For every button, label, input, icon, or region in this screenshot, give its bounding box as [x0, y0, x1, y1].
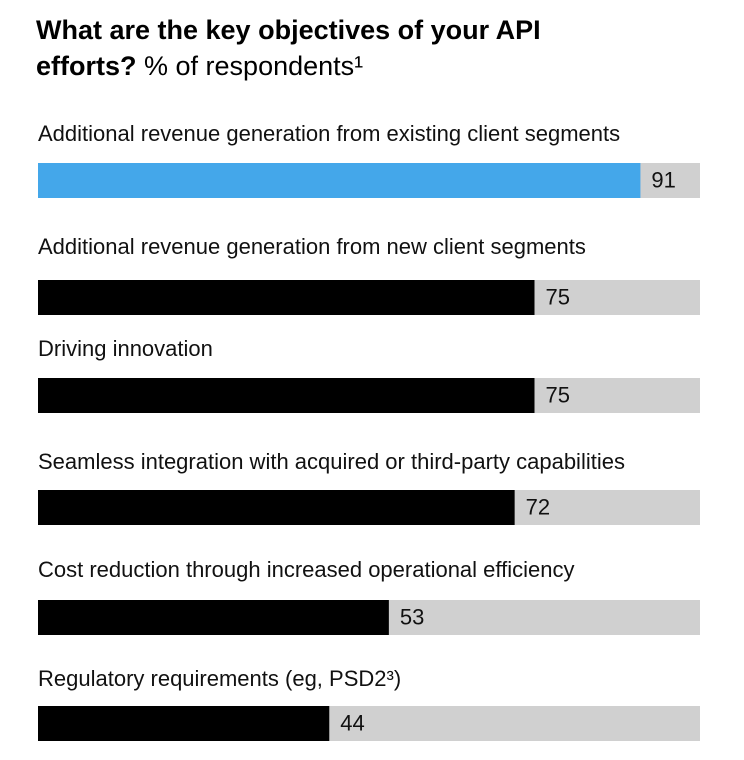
category-label: Driving innovation: [38, 336, 213, 361]
value-label: 91: [651, 167, 675, 192]
header: What are the key objectives of your API …: [36, 12, 616, 84]
bar: [38, 163, 641, 198]
bar: [38, 280, 535, 315]
category-label: Cost reduction through increased operati…: [38, 557, 574, 582]
chart-subtitle: % of respondents¹: [144, 51, 364, 81]
bar: [38, 600, 389, 635]
value-label: 75: [546, 382, 570, 407]
category-label: Seamless integration with acquired or th…: [38, 449, 625, 474]
value-label: 44: [340, 710, 364, 735]
chart-title: What are the key objectives of your API …: [36, 15, 541, 81]
category-label: Additional revenue generation from new c…: [38, 234, 586, 259]
bar: [38, 490, 515, 525]
bar: [38, 378, 535, 413]
value-label: 53: [400, 604, 424, 629]
value-label: 72: [526, 494, 550, 519]
category-label: Additional revenue generation from exist…: [38, 121, 620, 146]
bar: [38, 706, 330, 741]
category-label: Regulatory requirements (eg, PSD2³): [38, 666, 401, 691]
value-label: 75: [546, 284, 570, 309]
